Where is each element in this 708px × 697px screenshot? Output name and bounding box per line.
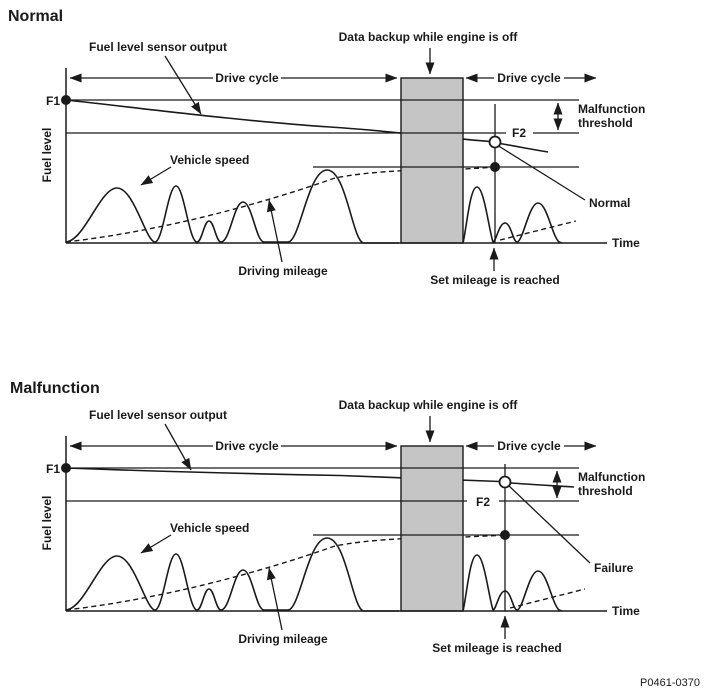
data-backup-label: Data backup while engine is off bbox=[339, 30, 519, 44]
driving-mileage-label: Driving mileage bbox=[238, 264, 328, 278]
data-backup-block bbox=[400, 77, 464, 244]
threshold-label-line2: threshold bbox=[578, 116, 633, 130]
driving-mileage-callout-arrow bbox=[266, 567, 283, 631]
result-label: Normal bbox=[589, 196, 630, 210]
threshold-label-line1: Malfunction bbox=[578, 102, 645, 116]
diagram-normal: Normal Fuel level sensor output Data bac… bbox=[8, 8, 645, 287]
result-callout-line bbox=[496, 144, 586, 201]
panel-title: Malfunction bbox=[10, 380, 100, 397]
drive-cycle2-label: Drive cycle bbox=[497, 71, 561, 85]
vehicle-speed-label: Vehicle speed bbox=[170, 521, 249, 535]
fuel-level-curve-tail bbox=[499, 142, 549, 153]
diagram-malfunction: Malfunction Fuel level sensor output Dat… bbox=[10, 380, 645, 655]
data-backup-label: Data backup while engine is off bbox=[339, 398, 519, 412]
result-callout-line bbox=[507, 484, 591, 564]
sensor-output-callout-arrow bbox=[164, 55, 202, 115]
f1-label: F1 bbox=[46, 462, 60, 476]
vehicle-speed-curve-cycle2 bbox=[462, 554, 563, 612]
threshold-label-line1: Malfunction bbox=[578, 470, 645, 484]
sensor-output-label: Fuel level sensor output bbox=[89, 408, 227, 422]
set-mileage-label: Set mileage is reached bbox=[430, 273, 559, 287]
vehicle-speed-curve-cycle1 bbox=[65, 537, 399, 612]
sensor-output-callout-arrow bbox=[164, 423, 192, 471]
result-label: Failure bbox=[594, 561, 634, 575]
f2-label: F2 bbox=[476, 495, 490, 509]
panel-title: Normal bbox=[8, 8, 63, 25]
vehicle-speed-curve-cycle2 bbox=[462, 186, 563, 244]
f2-label: F2 bbox=[512, 126, 526, 140]
time-axis-label: Time bbox=[612, 236, 640, 250]
f2-reading-point bbox=[498, 475, 512, 489]
driving-mileage-curve bbox=[65, 166, 492, 243]
mileage-reached-point bbox=[490, 162, 500, 172]
f2-reading-point bbox=[488, 135, 502, 149]
drive-cycle2-label: Drive cycle bbox=[497, 439, 561, 453]
driving-mileage-reset-curve bbox=[509, 588, 586, 609]
driving-mileage-reset-curve bbox=[499, 220, 577, 241]
figure-code: P0461-0370 bbox=[640, 677, 700, 689]
f1-label: F1 bbox=[46, 94, 60, 108]
mileage-reached-point bbox=[500, 530, 510, 540]
f1-point bbox=[61, 95, 71, 105]
vehicle-speed-callout-arrow bbox=[140, 166, 172, 186]
fuel-level-axis-label: Fuel level bbox=[40, 128, 54, 183]
vehicle-speed-label: Vehicle speed bbox=[170, 153, 249, 167]
vehicle-speed-curve-cycle1 bbox=[65, 169, 399, 244]
driving-mileage-callout-arrow bbox=[266, 199, 283, 263]
sensor-output-label: Fuel level sensor output bbox=[89, 40, 227, 54]
drive-cycle1-label: Drive cycle bbox=[215, 439, 279, 453]
f1-point bbox=[61, 463, 71, 473]
set-mileage-label: Set mileage is reached bbox=[432, 641, 561, 655]
drive-cycle1-label: Drive cycle bbox=[215, 71, 279, 85]
vehicle-speed-callout-arrow bbox=[140, 534, 172, 554]
data-backup-block bbox=[400, 445, 464, 612]
fuel-level-curve-tail bbox=[510, 482, 575, 488]
time-axis-label: Time bbox=[612, 604, 640, 618]
driving-mileage-label: Driving mileage bbox=[238, 632, 328, 646]
fuel-level-axis-label: Fuel level bbox=[40, 496, 54, 551]
driving-mileage-curve bbox=[65, 534, 501, 611]
threshold-label-line2: threshold bbox=[578, 484, 633, 498]
